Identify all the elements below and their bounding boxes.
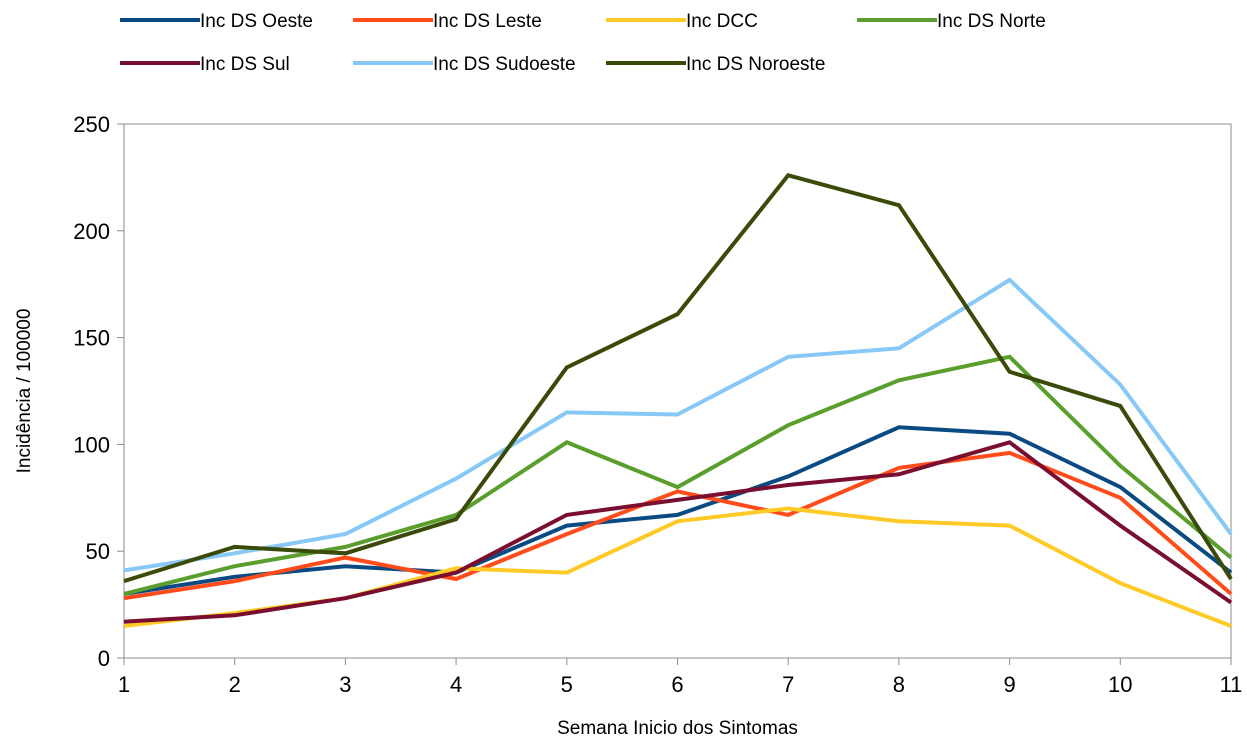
x-tick-label: 7 <box>782 672 794 697</box>
x-tick-label: 8 <box>893 672 905 697</box>
legend-item: Inc DS Sudoeste <box>353 54 576 75</box>
x-tick-label: 2 <box>229 672 241 697</box>
y-tick-label: 150 <box>73 326 110 351</box>
axes: 0 50 100 150 200 250 1 2 3 4 5 6 7 8 9 10 11 <box>73 112 1242 697</box>
y-tick-label: 200 <box>73 219 110 244</box>
legend-label: Inc DS Oeste <box>200 11 313 32</box>
series-line <box>123 450 1233 601</box>
legend-item: Inc DS Norte <box>857 11 1046 32</box>
legend-item: Inc DS Oeste <box>120 11 313 32</box>
legend-item: Inc DCC <box>606 11 758 32</box>
legend-label: Inc DCC <box>686 11 758 32</box>
x-axis-title: Semana Inicio dos Sintomas <box>557 718 798 739</box>
x-tick-label: 10 <box>1108 672 1132 697</box>
x-tick-label: 9 <box>1003 672 1015 697</box>
series-line <box>123 354 1233 596</box>
legend-item: Inc DS Sul <box>120 54 290 75</box>
legend-label: Inc DS Noroeste <box>686 54 825 75</box>
series-line <box>123 173 1233 584</box>
y-axis-title: Incidência / 100000 <box>14 309 35 474</box>
x-tick-label: 5 <box>561 672 573 697</box>
series-line <box>123 277 1233 573</box>
legend-item: Inc DS Leste <box>353 11 542 32</box>
y-tick-label: 100 <box>73 432 110 457</box>
legend-label: Inc DS Sudoeste <box>433 54 576 75</box>
legend-label: Inc DS Leste <box>433 11 542 32</box>
x-tick-label: 6 <box>671 672 683 697</box>
series-line <box>123 440 1233 624</box>
series-layer <box>123 173 1233 628</box>
x-tick-label: 4 <box>450 672 462 697</box>
series-line <box>123 425 1233 596</box>
y-tick-label: 250 <box>73 112 110 137</box>
legend-label: Inc DS Norte <box>937 11 1046 32</box>
x-tick-label: 1 <box>118 672 130 697</box>
x-tick-label: 11 <box>1220 672 1243 697</box>
legend: Inc DS Oeste Inc DS Leste Inc DCC Inc DS No… <box>120 11 1046 75</box>
legend-label: Inc DS Sul <box>200 54 290 75</box>
x-tick-label: 3 <box>339 672 351 697</box>
legend-item: Inc DS Noroeste <box>606 54 825 75</box>
plot-area-border <box>123 123 1232 659</box>
y-tick-label: 50 <box>86 539 110 564</box>
y-tick-label: 0 <box>98 646 110 671</box>
